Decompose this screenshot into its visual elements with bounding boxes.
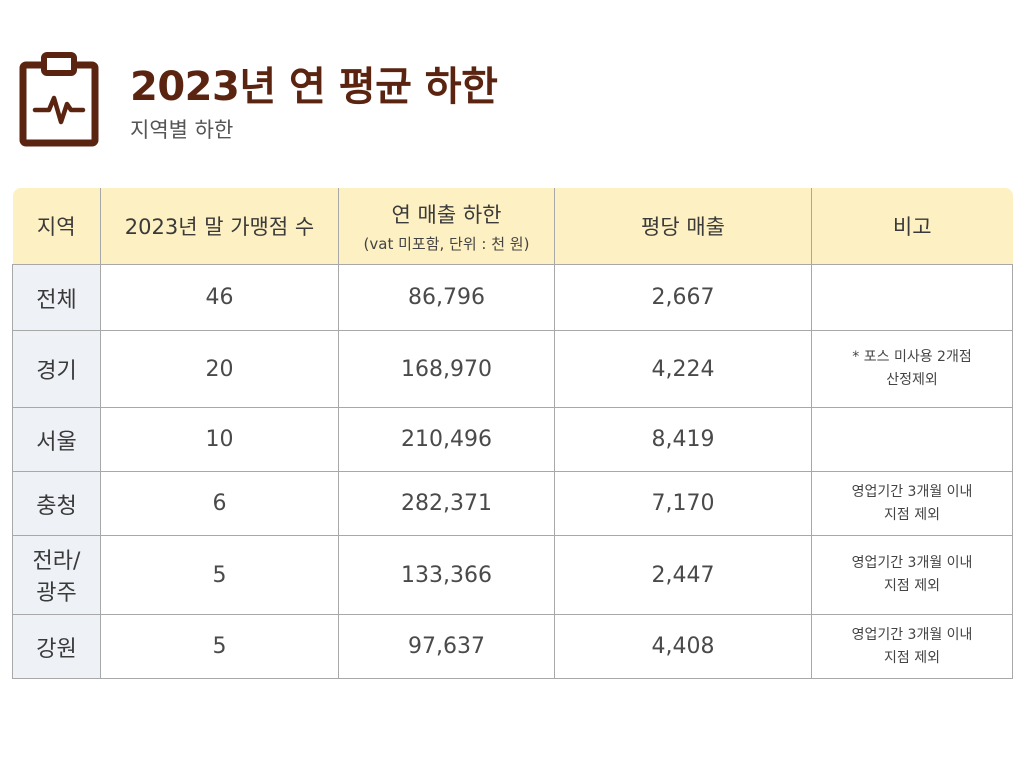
table-row: 경기 20 168,970 4,224 * 포스 미사용 2개점 산정제외	[12, 330, 1013, 408]
table-row: 전라/ 광주 5 133,366 2,447 영업기간 3개월 이내 지점 제외	[12, 535, 1013, 615]
cell-per-pyeong: 4,408	[554, 614, 812, 679]
region-label: 강원	[36, 636, 77, 662]
clipboard-pulse-icon	[19, 52, 99, 147]
cell-remarks	[811, 264, 1013, 331]
column-header-per-pyeong: 평당 매출	[554, 188, 812, 265]
remark-line-2: 지점 제외	[884, 578, 940, 594]
cell-sales: 133,366	[338, 535, 555, 615]
region-label: 전라/	[32, 549, 81, 574]
table-header-row: 지역 2023년 말 가맹점 수 연 매출 하한 (vat 미포함, 단위 : …	[12, 188, 1013, 265]
cell-sales: 97,637	[338, 614, 555, 679]
column-header-region: 지역	[12, 188, 101, 265]
cell-stores: 46	[100, 264, 339, 331]
sales-table: 지역 2023년 말 가맹점 수 연 매출 하한 (vat 미포함, 단위 : …	[12, 188, 1013, 679]
cell-region: 전체	[12, 264, 101, 331]
cell-per-pyeong: 8,419	[554, 407, 812, 472]
cell-per-pyeong: 4,224	[554, 330, 812, 408]
page-subtitle: 지역별 하한	[130, 118, 234, 142]
cell-stores: 5	[100, 535, 339, 615]
cell-per-pyeong: 2,667	[554, 264, 812, 331]
cell-remarks: 영업기간 3개월 이내 지점 제외	[811, 614, 1013, 679]
table-row: 강원 5 97,637 4,408 영업기간 3개월 이내 지점 제외	[12, 614, 1013, 679]
table-row: 전체 46 86,796 2,667	[12, 264, 1013, 331]
cell-per-pyeong: 7,170	[554, 471, 812, 536]
cell-remarks: * 포스 미사용 2개점 산정제외	[811, 330, 1013, 408]
cell-sales: 86,796	[338, 264, 555, 331]
cell-region: 서울	[12, 407, 101, 472]
remark-line-1: 영업기간 3개월 이내	[851, 626, 973, 643]
region-label: 서울	[36, 429, 77, 455]
sales-table-container: 지역 2023년 말 가맹점 수 연 매출 하한 (vat 미포함, 단위 : …	[12, 188, 1013, 679]
cell-per-pyeong: 2,447	[554, 535, 812, 615]
column-header-sales-note: (vat 미포함, 단위 : 천 원)	[363, 234, 530, 253]
column-header-remarks: 비고	[811, 188, 1013, 265]
remark-line-1: 영업기간 3개월 이내	[851, 483, 973, 500]
remark-line-1: 영업기간 3개월 이내	[851, 555, 973, 571]
region-label: 경기	[36, 359, 77, 384]
cell-region: 충청	[12, 471, 101, 536]
region-label: 충청	[36, 493, 77, 519]
cell-sales: 168,970	[338, 330, 555, 408]
cell-stores: 20	[100, 330, 339, 408]
cell-stores: 5	[100, 614, 339, 679]
remark-line-2: 지점 제외	[884, 649, 940, 666]
region-label: 전체	[36, 287, 77, 313]
remark-line-2: 산정제외	[886, 372, 938, 388]
table-row: 서울 10 210,496 8,419	[12, 407, 1013, 472]
cell-remarks: 영업기간 3개월 이내 지점 제외	[811, 535, 1013, 615]
column-header-sales-label: 연 매출 하한	[391, 202, 502, 227]
column-header-stores: 2023년 말 가맹점 수	[100, 188, 339, 265]
cell-region: 경기	[12, 330, 101, 408]
table-row: 충청 6 282,371 7,170 영업기간 3개월 이내 지점 제외	[12, 471, 1013, 536]
cell-remarks	[811, 407, 1013, 472]
region-label-line-2: 광주	[36, 581, 77, 606]
cell-region: 전라/ 광주	[12, 535, 101, 615]
cell-remarks: 영업기간 3개월 이내 지점 제외	[811, 471, 1013, 536]
column-header-sales: 연 매출 하한 (vat 미포함, 단위 : 천 원)	[338, 188, 555, 265]
cell-sales: 210,496	[338, 407, 555, 472]
page-title: 2023년 연 평균 하한	[130, 64, 498, 110]
cell-stores: 6	[100, 471, 339, 536]
cell-stores: 10	[100, 407, 339, 472]
cell-sales: 282,371	[338, 471, 555, 536]
cell-region: 강원	[12, 614, 101, 679]
remark-line-1: * 포스 미사용 2개점	[852, 349, 972, 365]
remark-line-2: 지점 제외	[884, 506, 940, 523]
